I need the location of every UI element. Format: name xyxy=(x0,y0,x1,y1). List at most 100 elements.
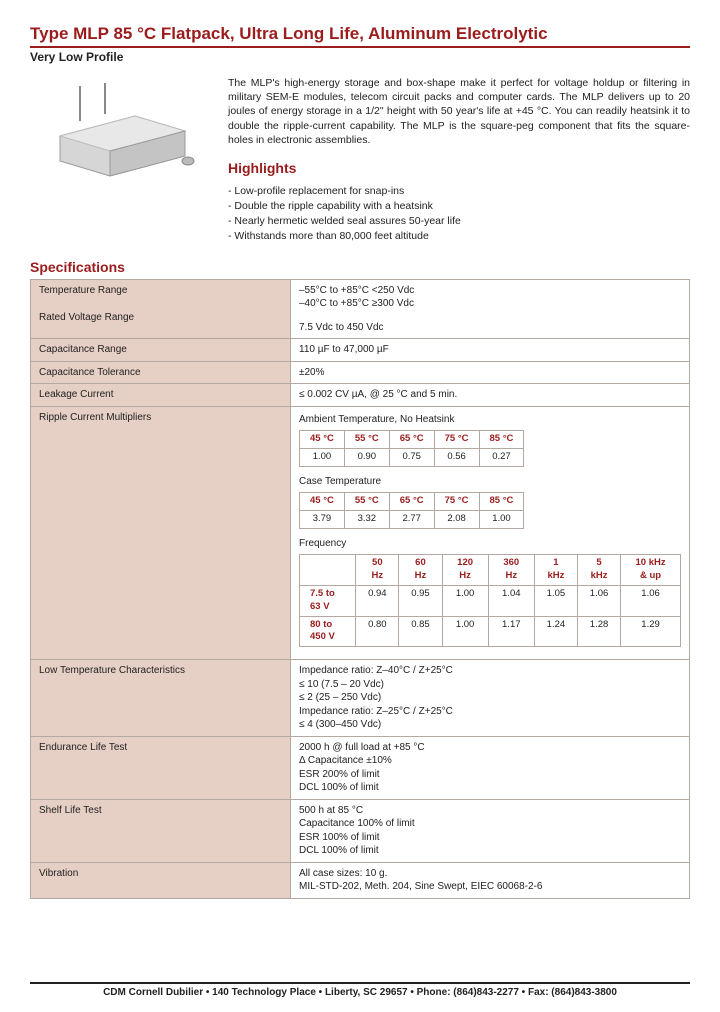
td: 1.00 xyxy=(300,448,345,466)
th: 60 Hz xyxy=(399,555,442,586)
td: 0.75 xyxy=(389,448,434,466)
spec-line: –55°C to +85°C <250 Vdc xyxy=(299,284,681,298)
td: 0.27 xyxy=(479,448,524,466)
spec-label: Temperature Range Rated Voltage Range xyxy=(31,279,291,339)
spec-value: 500 h at 85 °C Capacitance 100% of limit… xyxy=(291,799,690,862)
spec-value: Impedance ratio: Z–40°C / Z+25°C ≤ 10 (7… xyxy=(291,660,690,737)
case-temp-table: 45 °C 55 °C 65 °C 75 °C 85 °C 3.79 3.32 … xyxy=(299,492,524,529)
spec-line: MIL-STD-202, Meth. 204, Sine Swept, EIEC… xyxy=(299,880,681,894)
highlights-heading: Highlights xyxy=(228,159,690,178)
spec-label: Leakage Current xyxy=(31,384,291,407)
spec-label: Capacitance Tolerance xyxy=(31,361,291,384)
td: 1.29 xyxy=(621,616,681,647)
th: 75 °C xyxy=(434,431,479,449)
spec-line: Impedance ratio: Z–40°C / Z+25°C xyxy=(299,664,681,678)
th: 55 °C xyxy=(344,431,389,449)
th: 75 °C xyxy=(434,493,479,511)
td: 1.06 xyxy=(621,586,681,617)
page-subtitle: Very Low Profile xyxy=(30,50,690,64)
spec-value: 2000 h @ full load at +85 °C Δ Capacitan… xyxy=(291,736,690,799)
th: 1 kHz xyxy=(534,555,577,586)
page-footer: CDM Cornell Dubilier • 140 Technology Pl… xyxy=(30,982,690,998)
th: 360 Hz xyxy=(488,555,534,586)
th: 45 °C xyxy=(300,431,345,449)
td: 1.00 xyxy=(479,511,524,529)
spec-line: Δ Capacitance ±10% xyxy=(299,754,681,768)
spec-line: Capacitance 100% of limit xyxy=(299,817,681,831)
th: 85 °C xyxy=(479,431,524,449)
product-image xyxy=(30,76,210,196)
spec-line: ≤ 10 (7.5 – 20 Vdc) xyxy=(299,678,681,692)
spec-line: 7.5 Vdc to 450 Vdc xyxy=(299,321,681,335)
td: 2.08 xyxy=(434,511,479,529)
spec-line: ≤ 4 (300–450 Vdc) xyxy=(299,718,681,732)
ambient-temp-table: 45 °C 55 °C 65 °C 75 °C 85 °C 1.00 0.90 … xyxy=(299,430,524,467)
td: 1.06 xyxy=(577,586,620,617)
spec-value: –55°C to +85°C <250 Vdc –40°C to +85°C ≥… xyxy=(291,279,690,339)
spec-table: Temperature Range Rated Voltage Range –5… xyxy=(30,279,690,899)
highlight-item: - Nearly hermetic welded seal assures 50… xyxy=(228,214,690,229)
spec-line: DCL 100% of limit xyxy=(299,844,681,858)
td: 1.24 xyxy=(534,616,577,647)
intro-paragraph: The MLP's high-energy storage and box-sh… xyxy=(228,76,690,147)
spec-line: ESR 100% of limit xyxy=(299,831,681,845)
td: 1.17 xyxy=(488,616,534,647)
th xyxy=(300,555,356,586)
spec-value: 110 µF to 47,000 µF xyxy=(291,339,690,362)
spec-label-text: Rated Voltage Range xyxy=(39,311,282,325)
page-title: Type MLP 85 °C Flatpack, Ultra Long Life… xyxy=(30,24,690,48)
spec-line: DCL 100% of limit xyxy=(299,781,681,795)
spec-label: Low Temperature Characteristics xyxy=(31,660,291,737)
spec-line: All case sizes: 10 g. xyxy=(299,867,681,881)
spec-value: ≤ 0.002 CV µA, @ 25 °C and 5 min. xyxy=(291,384,690,407)
td: 1.00 xyxy=(442,616,488,647)
inner-table-title: Case Temperature xyxy=(299,475,681,489)
td: 0.56 xyxy=(434,448,479,466)
spec-label: Shelf Life Test xyxy=(31,799,291,862)
th: 55 °C xyxy=(344,493,389,511)
spec-line: 500 h at 85 °C xyxy=(299,804,681,818)
highlight-item: - Double the ripple capability with a he… xyxy=(228,199,690,214)
th: 120 Hz xyxy=(442,555,488,586)
th: 85 °C xyxy=(479,493,524,511)
th: 45 °C xyxy=(300,493,345,511)
inner-table-title: Frequency xyxy=(299,537,681,551)
th: 50 Hz xyxy=(356,555,399,586)
spec-label: Capacitance Range xyxy=(31,339,291,362)
capacitor-icon xyxy=(40,81,200,191)
spec-value: All case sizes: 10 g. MIL-STD-202, Meth.… xyxy=(291,862,690,898)
th: 65 °C xyxy=(389,493,434,511)
spec-label: Endurance Life Test xyxy=(31,736,291,799)
specifications-heading: Specifications xyxy=(30,259,690,275)
td: 1.28 xyxy=(577,616,620,647)
spec-label-text: Temperature Range xyxy=(39,285,127,296)
td: 1.04 xyxy=(488,586,534,617)
spec-line: ESR 200% of limit xyxy=(299,768,681,782)
td: 1.00 xyxy=(442,586,488,617)
td: 2.77 xyxy=(389,511,434,529)
spec-line: –40°C to +85°C ≥300 Vdc xyxy=(299,297,681,311)
td: 3.79 xyxy=(300,511,345,529)
row-head: 7.5 to 63 V xyxy=(300,586,356,617)
th: 65 °C xyxy=(389,431,434,449)
row-head: 80 to 450 V xyxy=(300,616,356,647)
td: 3.32 xyxy=(344,511,389,529)
spec-line: Impedance ratio: Z–25°C / Z+25°C xyxy=(299,705,681,719)
highlight-item: - Withstands more than 80,000 feet altit… xyxy=(228,229,690,244)
spec-line: 2000 h @ full load at +85 °C xyxy=(299,741,681,755)
td: 0.90 xyxy=(344,448,389,466)
td: 0.80 xyxy=(356,616,399,647)
highlight-item: - Low-profile replacement for snap-ins xyxy=(228,184,690,199)
frequency-table: 50 Hz 60 Hz 120 Hz 360 Hz 1 kHz 5 kHz 10… xyxy=(299,554,681,647)
highlights-list: - Low-profile replacement for snap-ins -… xyxy=(228,184,690,245)
th: 10 kHz & up xyxy=(621,555,681,586)
spec-value: ±20% xyxy=(291,361,690,384)
td: 1.05 xyxy=(534,586,577,617)
spec-line: ≤ 2 (25 – 250 Vdc) xyxy=(299,691,681,705)
td: 0.94 xyxy=(356,586,399,617)
intro-row: The MLP's high-energy storage and box-sh… xyxy=(30,76,690,245)
intro-text-block: The MLP's high-energy storage and box-sh… xyxy=(228,76,690,245)
td: 0.95 xyxy=(399,586,442,617)
th: 5 kHz xyxy=(577,555,620,586)
spec-value: Ambient Temperature, No Heatsink 45 °C 5… xyxy=(291,406,690,660)
